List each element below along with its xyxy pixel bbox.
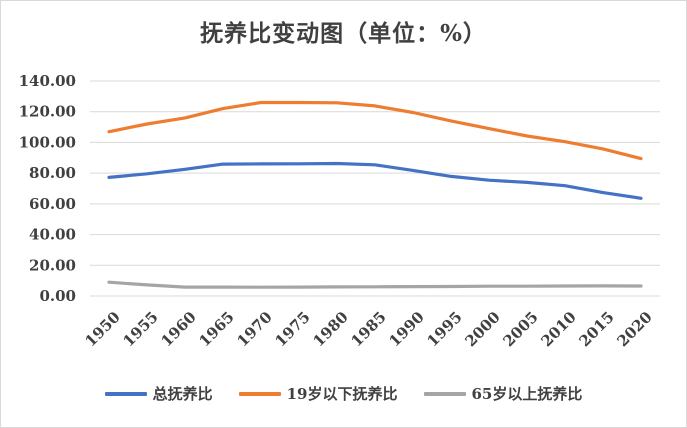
legend: 总抚养比 19岁以下抚养比 65岁以上抚养比 (0, 383, 687, 404)
legend-label: 19岁以下抚养比 (286, 385, 398, 403)
legend-item: 65岁以上抚养比 (423, 383, 583, 404)
x-tick-label: 1970 (234, 308, 276, 350)
x-tick-label: 1950 (82, 308, 124, 350)
x-tick-label: 1960 (158, 308, 200, 350)
x-tick-label: 1975 (272, 308, 314, 350)
y-tick-label: 100.00 (19, 133, 76, 151)
y-tick-label: 40.00 (29, 226, 76, 244)
y-tick-label: 120.00 (19, 103, 76, 121)
x-tick-label: 2010 (538, 308, 580, 350)
series-line-1 (107, 100, 643, 161)
x-tick-label: 1965 (196, 308, 238, 350)
x-tick-label: 2000 (462, 308, 504, 350)
chart-title: 抚养比变动图（单位：%） (200, 20, 487, 47)
legend-swatch (104, 391, 147, 396)
x-tick-label: 1990 (386, 308, 428, 350)
y-tick-label: 140.00 (19, 72, 76, 90)
x-tick-label: 1955 (120, 308, 162, 350)
x-tick-label: 1995 (424, 308, 466, 350)
series-lines (107, 100, 643, 289)
y-tick-label: 0.00 (39, 287, 76, 305)
legend-item: 总抚养比 (104, 383, 213, 404)
y-tick-label: 20.00 (29, 256, 76, 274)
legend-item: 19岁以下抚养比 (238, 383, 398, 404)
x-tick-label: 1985 (348, 308, 390, 350)
series-line-0 (107, 161, 643, 200)
series-line-2 (107, 280, 643, 289)
y-tick-label: 80.00 (29, 164, 76, 182)
x-tick-label: 2005 (500, 308, 542, 350)
y-tick-label: 60.00 (29, 195, 76, 213)
x-tick-label: 2020 (614, 308, 656, 350)
y-axis-ticks: 0.00 20.00 40.00 60.00 80.00 100.00 120.00 140.… (19, 72, 76, 305)
legend-swatch (423, 391, 466, 396)
legend-label: 总抚养比 (152, 385, 213, 403)
x-tick-label: 2015 (576, 308, 618, 350)
x-tick-label: 1980 (310, 308, 352, 350)
legend-label: 65岁以上抚养比 (471, 385, 583, 403)
x-axis-ticks: 1950195519601965197019751980198519901995… (82, 308, 656, 350)
legend-swatch (238, 391, 281, 396)
